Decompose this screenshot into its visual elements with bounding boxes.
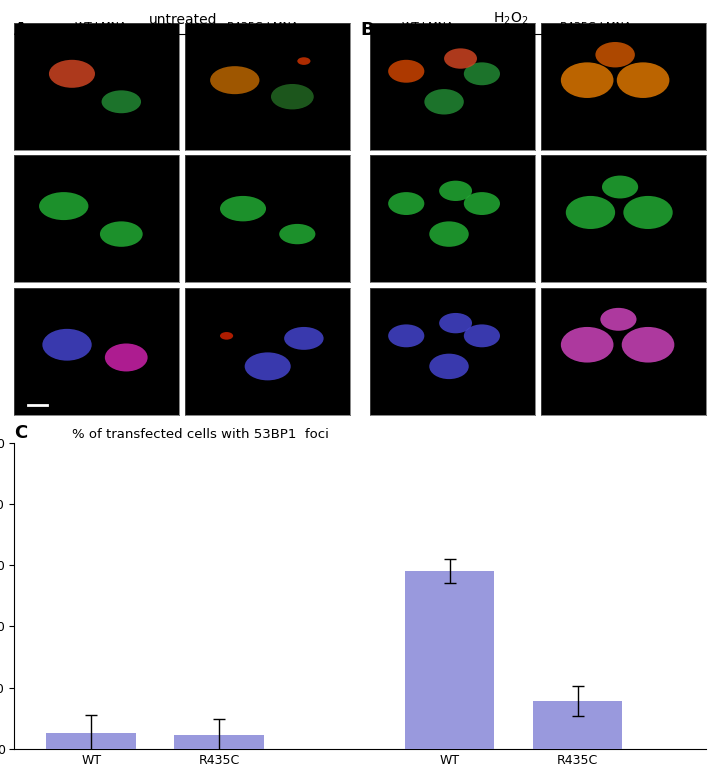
Ellipse shape [388,60,424,83]
Ellipse shape [617,63,670,98]
Ellipse shape [602,176,638,199]
Text: WT-LMNA: WT-LMNA [74,22,127,32]
Ellipse shape [566,196,615,229]
Ellipse shape [388,192,424,215]
Ellipse shape [42,329,91,361]
Ellipse shape [600,308,636,331]
Ellipse shape [245,352,291,380]
Ellipse shape [297,57,310,65]
Ellipse shape [464,325,500,348]
Bar [405,571,495,749]
Ellipse shape [595,42,635,67]
Ellipse shape [49,60,95,88]
Ellipse shape [424,89,464,115]
Ellipse shape [39,192,89,220]
Text: A: A [14,21,28,40]
Text: B: B [360,21,374,40]
Ellipse shape [284,327,323,350]
Bar [174,735,264,749]
Ellipse shape [220,196,266,222]
Ellipse shape [220,332,233,340]
Ellipse shape [561,327,613,363]
Ellipse shape [444,48,477,69]
Text: untreated: untreated [149,13,218,27]
Bar [533,701,622,749]
Text: R435C-LMNA: R435C-LMNA [560,22,632,32]
Ellipse shape [439,180,472,201]
Ellipse shape [388,325,424,348]
Text: WT-LMNA: WT-LMNA [402,22,455,32]
Ellipse shape [210,66,259,94]
Text: H$_2$O$_2$: H$_2$O$_2$ [493,11,529,27]
Ellipse shape [429,354,469,379]
Ellipse shape [439,313,472,333]
Ellipse shape [100,222,143,247]
Ellipse shape [105,344,148,371]
Bar [46,733,136,749]
Text: C: C [14,424,27,442]
Ellipse shape [464,192,500,215]
Text: % of transfected cells with 53BP1  foci: % of transfected cells with 53BP1 foci [72,428,329,441]
Ellipse shape [621,327,675,363]
Text: R435C-LMNA: R435C-LMNA [227,22,299,32]
Ellipse shape [429,222,469,247]
Ellipse shape [624,196,672,229]
Ellipse shape [271,84,314,109]
Ellipse shape [279,224,315,244]
Ellipse shape [561,63,613,98]
Ellipse shape [464,63,500,86]
Ellipse shape [102,90,141,113]
